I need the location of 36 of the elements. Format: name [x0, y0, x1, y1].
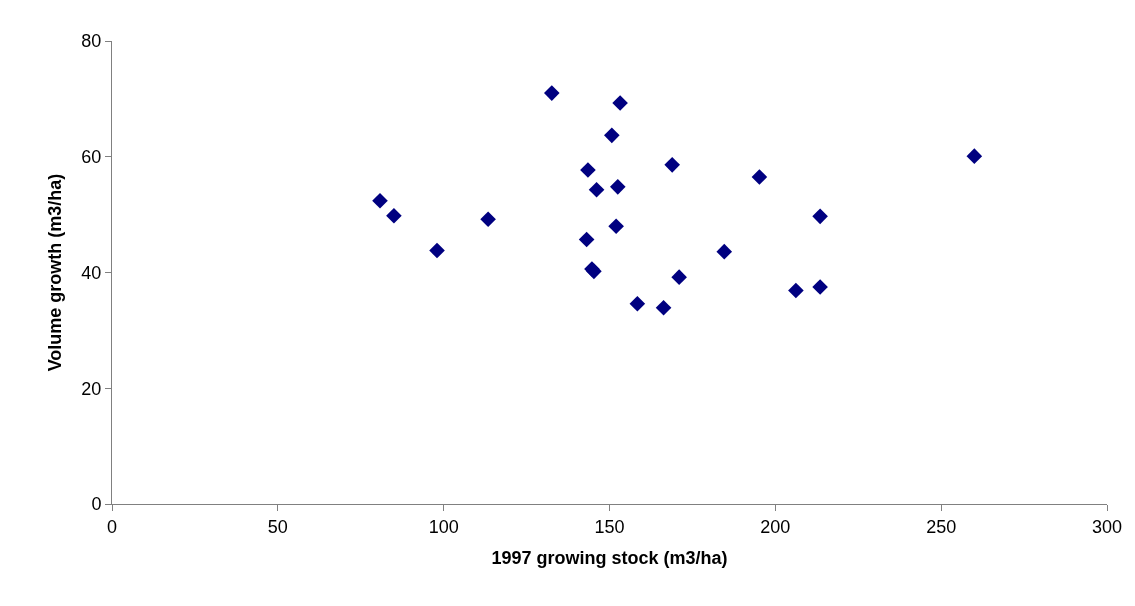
point: [480, 211, 496, 228]
point: [429, 242, 445, 259]
point: [788, 282, 804, 299]
point: [751, 169, 768, 185]
point: [580, 162, 596, 178]
x-axis-title: 1997 growing stock (m3/ha): [491, 547, 728, 568]
point: [671, 269, 687, 285]
x-tick-label: 100: [428, 516, 459, 537]
point: [655, 300, 672, 316]
point: [966, 148, 983, 164]
point: [812, 279, 828, 295]
point: [812, 208, 828, 225]
x-tick-label: 250: [926, 516, 957, 537]
point: [588, 181, 605, 198]
point: [386, 207, 402, 224]
x-tick-label: 300: [1091, 516, 1123, 537]
x-tick-label: 200: [760, 516, 791, 537]
point: [578, 231, 595, 248]
point: [608, 218, 624, 234]
point: [716, 243, 733, 260]
x-tick-label: 0: [106, 516, 118, 537]
point: [609, 179, 626, 195]
y-axis-title: Volume growth (m3/ha): [44, 173, 65, 372]
point: [629, 295, 646, 312]
point: [543, 85, 560, 101]
point: [604, 127, 620, 144]
y-tick-label: 0: [91, 494, 102, 515]
y-tick-label: 40: [81, 262, 102, 283]
point: [372, 192, 388, 209]
point: [612, 95, 628, 111]
point: [664, 157, 680, 173]
x-tick-label: 50: [267, 516, 288, 537]
y-tick-label: 20: [81, 378, 102, 399]
x-tick-label: 150: [594, 516, 625, 537]
y-tick-label: 80: [81, 31, 102, 52]
y-tick-label: 60: [81, 147, 102, 168]
